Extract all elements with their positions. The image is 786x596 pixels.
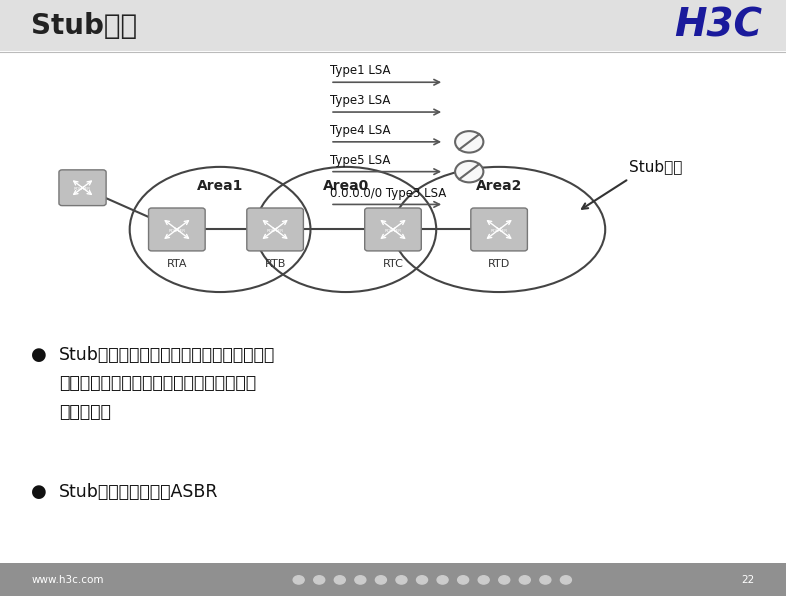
- Text: H3C: H3C: [674, 7, 762, 45]
- Text: 0.0.0.0/0 Type3 LSA: 0.0.0.0/0 Type3 LSA: [330, 187, 446, 200]
- Text: Area0: Area0: [323, 179, 369, 193]
- FancyBboxPatch shape: [471, 208, 527, 251]
- Text: ROUTER: ROUTER: [74, 187, 91, 191]
- FancyBboxPatch shape: [0, 0, 786, 51]
- Text: 少区域中路由器的路由表规模以及路由信息: 少区域中路由器的路由表规模以及路由信息: [59, 374, 256, 392]
- Circle shape: [540, 576, 551, 584]
- FancyBboxPatch shape: [365, 208, 421, 251]
- FancyBboxPatch shape: [0, 563, 786, 596]
- Text: ROUTER: ROUTER: [168, 229, 185, 234]
- Text: ●: ●: [31, 483, 47, 501]
- Text: ROUTER: ROUTER: [490, 229, 508, 234]
- Text: 22: 22: [741, 575, 755, 585]
- Text: RTB: RTB: [264, 259, 286, 269]
- Text: RTC: RTC: [383, 259, 403, 269]
- Text: Stub区域内不能存在ASBR: Stub区域内不能存在ASBR: [59, 483, 219, 501]
- FancyBboxPatch shape: [59, 170, 106, 206]
- Text: Stub区域是一些特定的区域，目的是为了减: Stub区域是一些特定的区域，目的是为了减: [59, 346, 275, 364]
- Circle shape: [455, 131, 483, 153]
- Circle shape: [455, 161, 483, 182]
- Text: 传递的数量: 传递的数量: [59, 403, 111, 421]
- FancyBboxPatch shape: [247, 208, 303, 251]
- Circle shape: [417, 576, 428, 584]
- Text: RTD: RTD: [488, 259, 510, 269]
- Text: www.h3c.com: www.h3c.com: [31, 575, 104, 585]
- Circle shape: [376, 576, 387, 584]
- Text: Type4 LSA: Type4 LSA: [330, 124, 391, 137]
- Circle shape: [437, 576, 448, 584]
- Circle shape: [293, 576, 304, 584]
- Text: Area1: Area1: [196, 179, 244, 193]
- Circle shape: [560, 576, 571, 584]
- Text: Type1 LSA: Type1 LSA: [330, 64, 391, 77]
- Text: Stub区域: Stub区域: [629, 159, 682, 175]
- Circle shape: [520, 576, 531, 584]
- Text: RTA: RTA: [167, 259, 187, 269]
- Text: Stub区域: Stub区域: [31, 12, 138, 39]
- Text: Type3 LSA: Type3 LSA: [330, 94, 391, 107]
- Circle shape: [478, 576, 489, 584]
- Circle shape: [396, 576, 407, 584]
- Circle shape: [354, 576, 365, 584]
- Circle shape: [457, 576, 468, 584]
- Text: ROUTER: ROUTER: [266, 229, 284, 234]
- Circle shape: [499, 576, 510, 584]
- Text: Area2: Area2: [476, 179, 523, 193]
- Circle shape: [314, 576, 325, 584]
- Text: Type5 LSA: Type5 LSA: [330, 154, 391, 167]
- Text: ROUTER: ROUTER: [384, 229, 402, 234]
- Text: ●: ●: [31, 346, 47, 364]
- Circle shape: [334, 576, 345, 584]
- FancyBboxPatch shape: [149, 208, 205, 251]
